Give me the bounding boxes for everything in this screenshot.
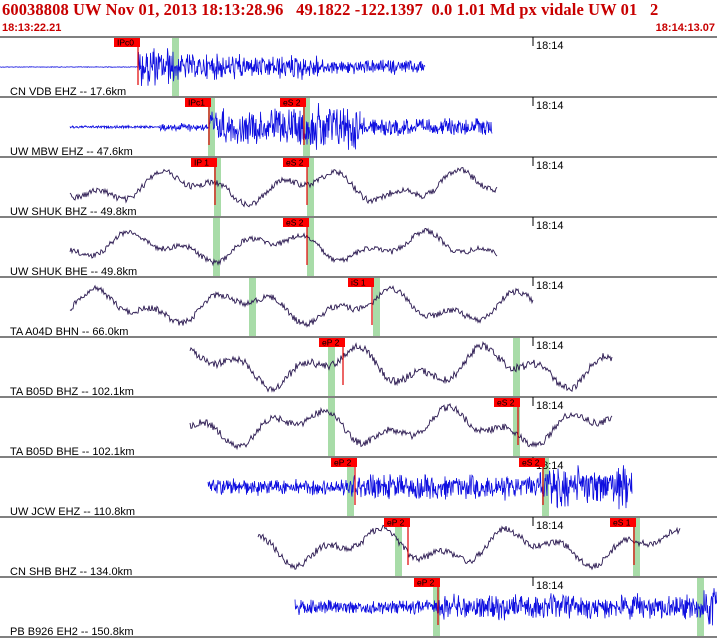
waveform (0, 48, 426, 87)
waveform (294, 588, 717, 626)
waveform (69, 167, 498, 208)
pick-flag (280, 98, 306, 107)
pick-flag (610, 518, 636, 527)
waveform (189, 341, 613, 393)
trace-row: 18:14 eP 2 TA B05D BHZ -- 102.1km (0, 337, 717, 398)
phase-marker (395, 518, 402, 576)
trace-label: UW SHUK BHE -- 49.8km (10, 266, 137, 278)
pick-flag (114, 38, 140, 47)
trace-row: 18:14 iS 1 TA A04D BHN -- 66.0km (0, 277, 717, 338)
pick-label: eS 1 (613, 518, 631, 528)
time-marker-label: 18:14 (536, 40, 564, 52)
trace-row: 18:14 eP 2 eS 1 CN SHB BHZ -- 134.0km (0, 517, 717, 578)
time-marker-label: 18:14 (536, 340, 564, 352)
waveform (69, 284, 534, 328)
trace-label: UW JCW EHZ -- 110.8km (10, 506, 135, 518)
time-marker-label: 18:14 (536, 100, 564, 112)
pick-flag (384, 518, 410, 527)
waveform (69, 227, 498, 267)
pick-label: eP 2 (417, 578, 435, 588)
pick-flag (494, 398, 520, 407)
pick-flag (414, 578, 440, 587)
phase-marker (328, 398, 335, 456)
pick-label: eP 2 (334, 458, 352, 468)
pick-label: IPc1 (188, 98, 205, 108)
pick-flag (331, 458, 357, 467)
phase-marker (373, 278, 380, 336)
waveform (207, 465, 633, 510)
phase-marker (307, 158, 314, 216)
phase-marker (633, 518, 640, 576)
pick-label: IPc0 (117, 38, 134, 48)
phase-marker (214, 158, 221, 216)
phase-marker (307, 218, 314, 276)
pick-flag (348, 278, 374, 287)
phase-marker (513, 398, 520, 456)
trace-label: PB B926 EH2 -- 150.8km (10, 626, 134, 638)
pick-label: eP 2 (387, 518, 405, 528)
trace-row: 18:14 IP 1 eS 2 UW SHUK BHZ -- 49.8km (0, 157, 717, 218)
trace-label: UW SHUK BHZ -- 49.8km (10, 206, 137, 218)
time-marker-label: 18:14 (536, 580, 564, 592)
waveform (257, 524, 681, 571)
pick-label: eS 2 (497, 398, 515, 408)
phase-marker (542, 458, 549, 516)
phase-marker (328, 338, 335, 396)
pick-flag (185, 98, 211, 107)
pick-label: eS 2 (522, 458, 540, 468)
trace-label: TA B05D BHZ -- 102.1km (10, 386, 134, 398)
waveform (189, 403, 613, 451)
phase-marker (249, 278, 256, 336)
pick-flag (319, 338, 345, 347)
time-marker-label: 18:14 (536, 220, 564, 232)
trace-label: TA B05D BHE -- 102.1km (10, 446, 135, 458)
event-title: 60038808 UW Nov 01, 2013 18:13:28.96 49.… (2, 0, 659, 19)
event-header: 60038808 UW Nov 01, 2013 18:13:28.96 49.… (0, 0, 717, 34)
pick-label: eS 2 (286, 218, 304, 228)
trace-row: 18:14 IPc1 eS 2 UW MBW EHZ -- 47.6km (0, 97, 717, 158)
trace-row: 18:14 IPc0 CN VDB EHZ -- 17.6km (0, 37, 717, 98)
time-marker-label: 18:14 (536, 400, 564, 412)
waveform (69, 102, 493, 150)
trace-label: TA A04D BHN -- 66.0km (10, 326, 128, 338)
trace-label: CN VDB EHZ -- 17.6km (10, 86, 126, 98)
pick-flag (519, 458, 545, 467)
trace-row: 18:14 eP 2 PB B926 EH2 -- 150.8km (0, 577, 717, 638)
trace-row: 18:14 eS 2 UW SHUK BHE -- 49.8km (0, 217, 717, 278)
phase-marker (213, 218, 220, 276)
time-marker-label: 18:14 (536, 520, 564, 532)
trace-label: UW MBW EHZ -- 47.6km (10, 146, 133, 158)
pick-label: eS 2 (283, 98, 301, 108)
window-start-time: 18:13:22.21 (2, 22, 62, 34)
pick-flag (191, 158, 217, 167)
pick-label: IP 1 (194, 158, 209, 168)
pick-flag (283, 218, 309, 227)
window-end-time: 18:14:13.07 (655, 22, 715, 34)
pick-label: iS 1 (351, 278, 366, 288)
phase-marker (347, 458, 354, 516)
trace-label: CN SHB BHZ -- 134.0km (10, 566, 132, 578)
pick-flag (283, 158, 309, 167)
pick-label: eS 2 (286, 158, 304, 168)
time-marker-label: 18:14 (536, 160, 564, 172)
pick-label: eP 2 (322, 338, 340, 348)
phase-marker (208, 98, 215, 156)
trace-row: 18:14 eS 2 TA B05D BHE -- 102.1km (0, 397, 717, 458)
time-marker-label: 18:14 (536, 280, 564, 292)
